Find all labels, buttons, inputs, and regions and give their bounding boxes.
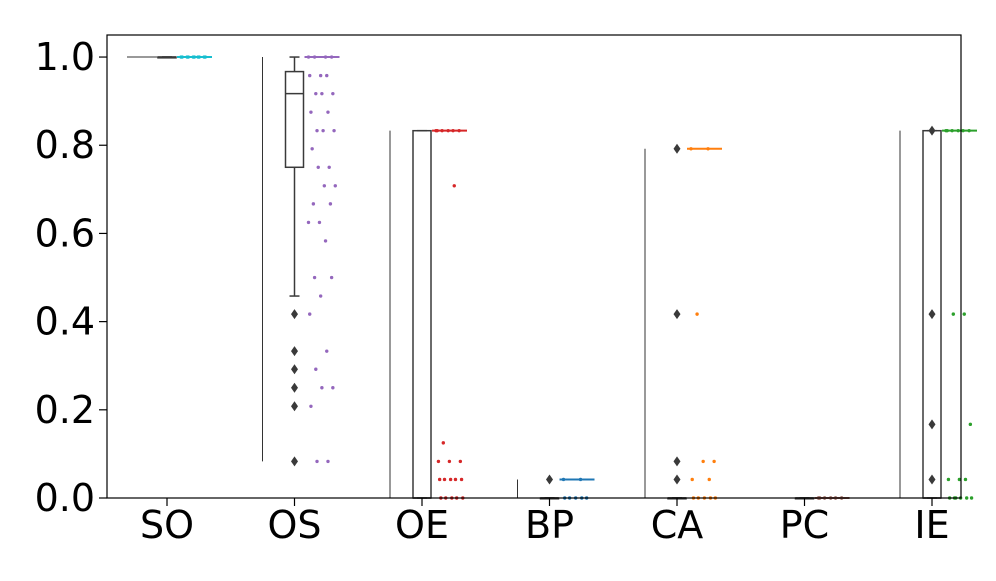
data-point (452, 184, 456, 188)
data-point (325, 73, 329, 78)
outlier-marker (673, 309, 681, 320)
data-point (331, 91, 335, 96)
y-tick-label: 0.0 (35, 476, 95, 520)
data-point (442, 477, 447, 482)
data-point (332, 128, 336, 133)
data-point (328, 202, 333, 206)
data-point (951, 312, 956, 316)
x-tick-label-oe: OE (395, 503, 449, 547)
data-point (309, 404, 313, 408)
data-point (321, 128, 325, 133)
data-point (690, 477, 694, 482)
data-point (946, 477, 951, 482)
series-so (127, 55, 212, 59)
x-tick-label-ca: CA (651, 503, 704, 547)
outlier-marker (291, 309, 298, 320)
axes: 0.0 0.2 0.4 0.6 0.8 1.0 SO OS OE BP CA PC IE (35, 35, 950, 547)
outlier-marker (291, 382, 298, 393)
data-point (308, 73, 312, 78)
data-point (318, 73, 323, 78)
data-point (963, 477, 968, 482)
data-point (316, 165, 320, 169)
data-point (964, 496, 969, 500)
data-point (308, 312, 312, 316)
data-point (320, 91, 324, 96)
x-tick-label-bp: BP (525, 503, 574, 547)
data-point (701, 459, 705, 464)
y-tick-label: 0.6 (35, 211, 95, 255)
data-point (962, 312, 966, 316)
data-point (969, 496, 974, 500)
x-tick-label-os: OS (267, 503, 321, 547)
data-point (323, 239, 328, 243)
data-point (712, 459, 716, 464)
data-point (448, 477, 453, 482)
data-point (695, 312, 699, 316)
data-point (333, 184, 337, 188)
data-point (441, 441, 446, 445)
data-point (326, 110, 330, 114)
series-os (262, 55, 340, 467)
x-tick-label-ie: IE (914, 503, 949, 547)
data-point (317, 220, 322, 225)
data-point (318, 294, 323, 298)
data-point (325, 349, 329, 353)
data-point (329, 275, 334, 280)
outlier-marker (673, 456, 681, 467)
data-point (322, 184, 327, 188)
data-point (312, 275, 317, 280)
data-point (326, 459, 330, 464)
outlier-marker (546, 474, 553, 485)
data-point (436, 459, 441, 464)
series-ca (644, 143, 722, 500)
data-point (447, 459, 452, 464)
data-point (453, 477, 458, 482)
outlier-marker (928, 309, 936, 320)
y-tick-label: 1.0 (35, 35, 95, 79)
data-point (315, 128, 319, 133)
outlier-marker (928, 125, 936, 136)
outlier-marker (291, 456, 298, 467)
chart-marks (127, 55, 977, 500)
data-point (459, 477, 464, 482)
y-tick-label: 0.4 (35, 300, 95, 344)
data-point (968, 422, 973, 427)
data-point (306, 220, 311, 225)
data-point (320, 386, 324, 390)
outlier-marker (291, 401, 298, 412)
plot-frame (106, 34, 962, 499)
outlier-marker (673, 143, 681, 154)
outlier-marker (928, 419, 936, 430)
data-point (315, 459, 319, 464)
outlier-marker (928, 474, 936, 485)
box (284, 70, 305, 169)
data-point (309, 110, 313, 114)
data-point (458, 459, 463, 464)
y-tick-label: 0.8 (35, 123, 95, 167)
data-point (437, 477, 442, 482)
plot-area (107, 35, 961, 498)
data-point (314, 367, 318, 371)
data-point (311, 202, 316, 206)
data-point (310, 147, 314, 151)
y-tick-label: 0.2 (35, 388, 95, 432)
outlier-marker (291, 364, 298, 375)
outlier-marker (291, 346, 298, 357)
data-point (314, 91, 318, 96)
data-point (327, 165, 331, 169)
data-point (331, 386, 335, 390)
x-tick-label-so: SO (140, 503, 194, 547)
x-tick-label-pc: PC (780, 503, 829, 547)
data-point (957, 477, 962, 482)
outlier-marker (673, 474, 681, 485)
data-point (707, 477, 711, 482)
